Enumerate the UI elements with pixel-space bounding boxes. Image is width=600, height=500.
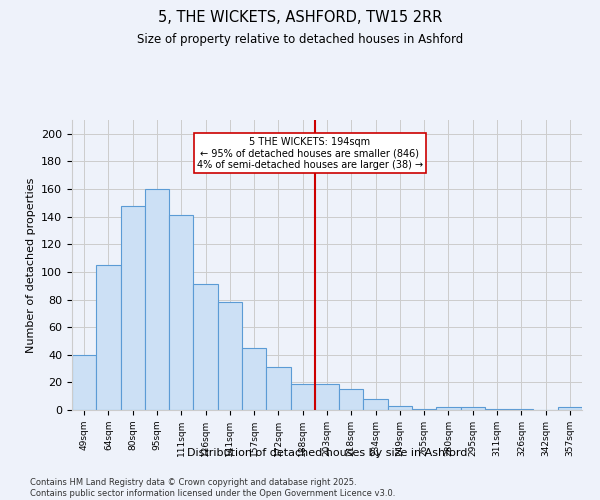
Bar	[485, 408, 509, 410]
Text: 5, THE WICKETS, ASHFORD, TW15 2RR: 5, THE WICKETS, ASHFORD, TW15 2RR	[158, 10, 442, 25]
Bar	[339, 390, 364, 410]
Y-axis label: Number of detached properties: Number of detached properties	[26, 178, 35, 352]
Bar	[412, 408, 436, 410]
Text: 5 THE WICKETS: 194sqm
← 95% of detached houses are smaller (846)
4% of semi-deta: 5 THE WICKETS: 194sqm ← 95% of detached …	[197, 136, 423, 170]
Bar	[509, 408, 533, 410]
Text: Size of property relative to detached houses in Ashford: Size of property relative to detached ho…	[137, 32, 463, 46]
Bar	[461, 407, 485, 410]
Bar	[121, 206, 145, 410]
Bar	[169, 216, 193, 410]
Bar	[72, 355, 96, 410]
Bar	[242, 348, 266, 410]
Bar	[145, 189, 169, 410]
Text: Contains HM Land Registry data © Crown copyright and database right 2025.
Contai: Contains HM Land Registry data © Crown c…	[30, 478, 395, 498]
Bar	[388, 406, 412, 410]
Bar	[315, 384, 339, 410]
Bar	[364, 399, 388, 410]
Bar	[266, 367, 290, 410]
Bar	[436, 407, 461, 410]
Bar	[96, 265, 121, 410]
Bar	[193, 284, 218, 410]
Bar	[218, 302, 242, 410]
Bar	[290, 384, 315, 410]
Bar	[558, 407, 582, 410]
Text: Distribution of detached houses by size in Ashford: Distribution of detached houses by size …	[187, 448, 467, 458]
